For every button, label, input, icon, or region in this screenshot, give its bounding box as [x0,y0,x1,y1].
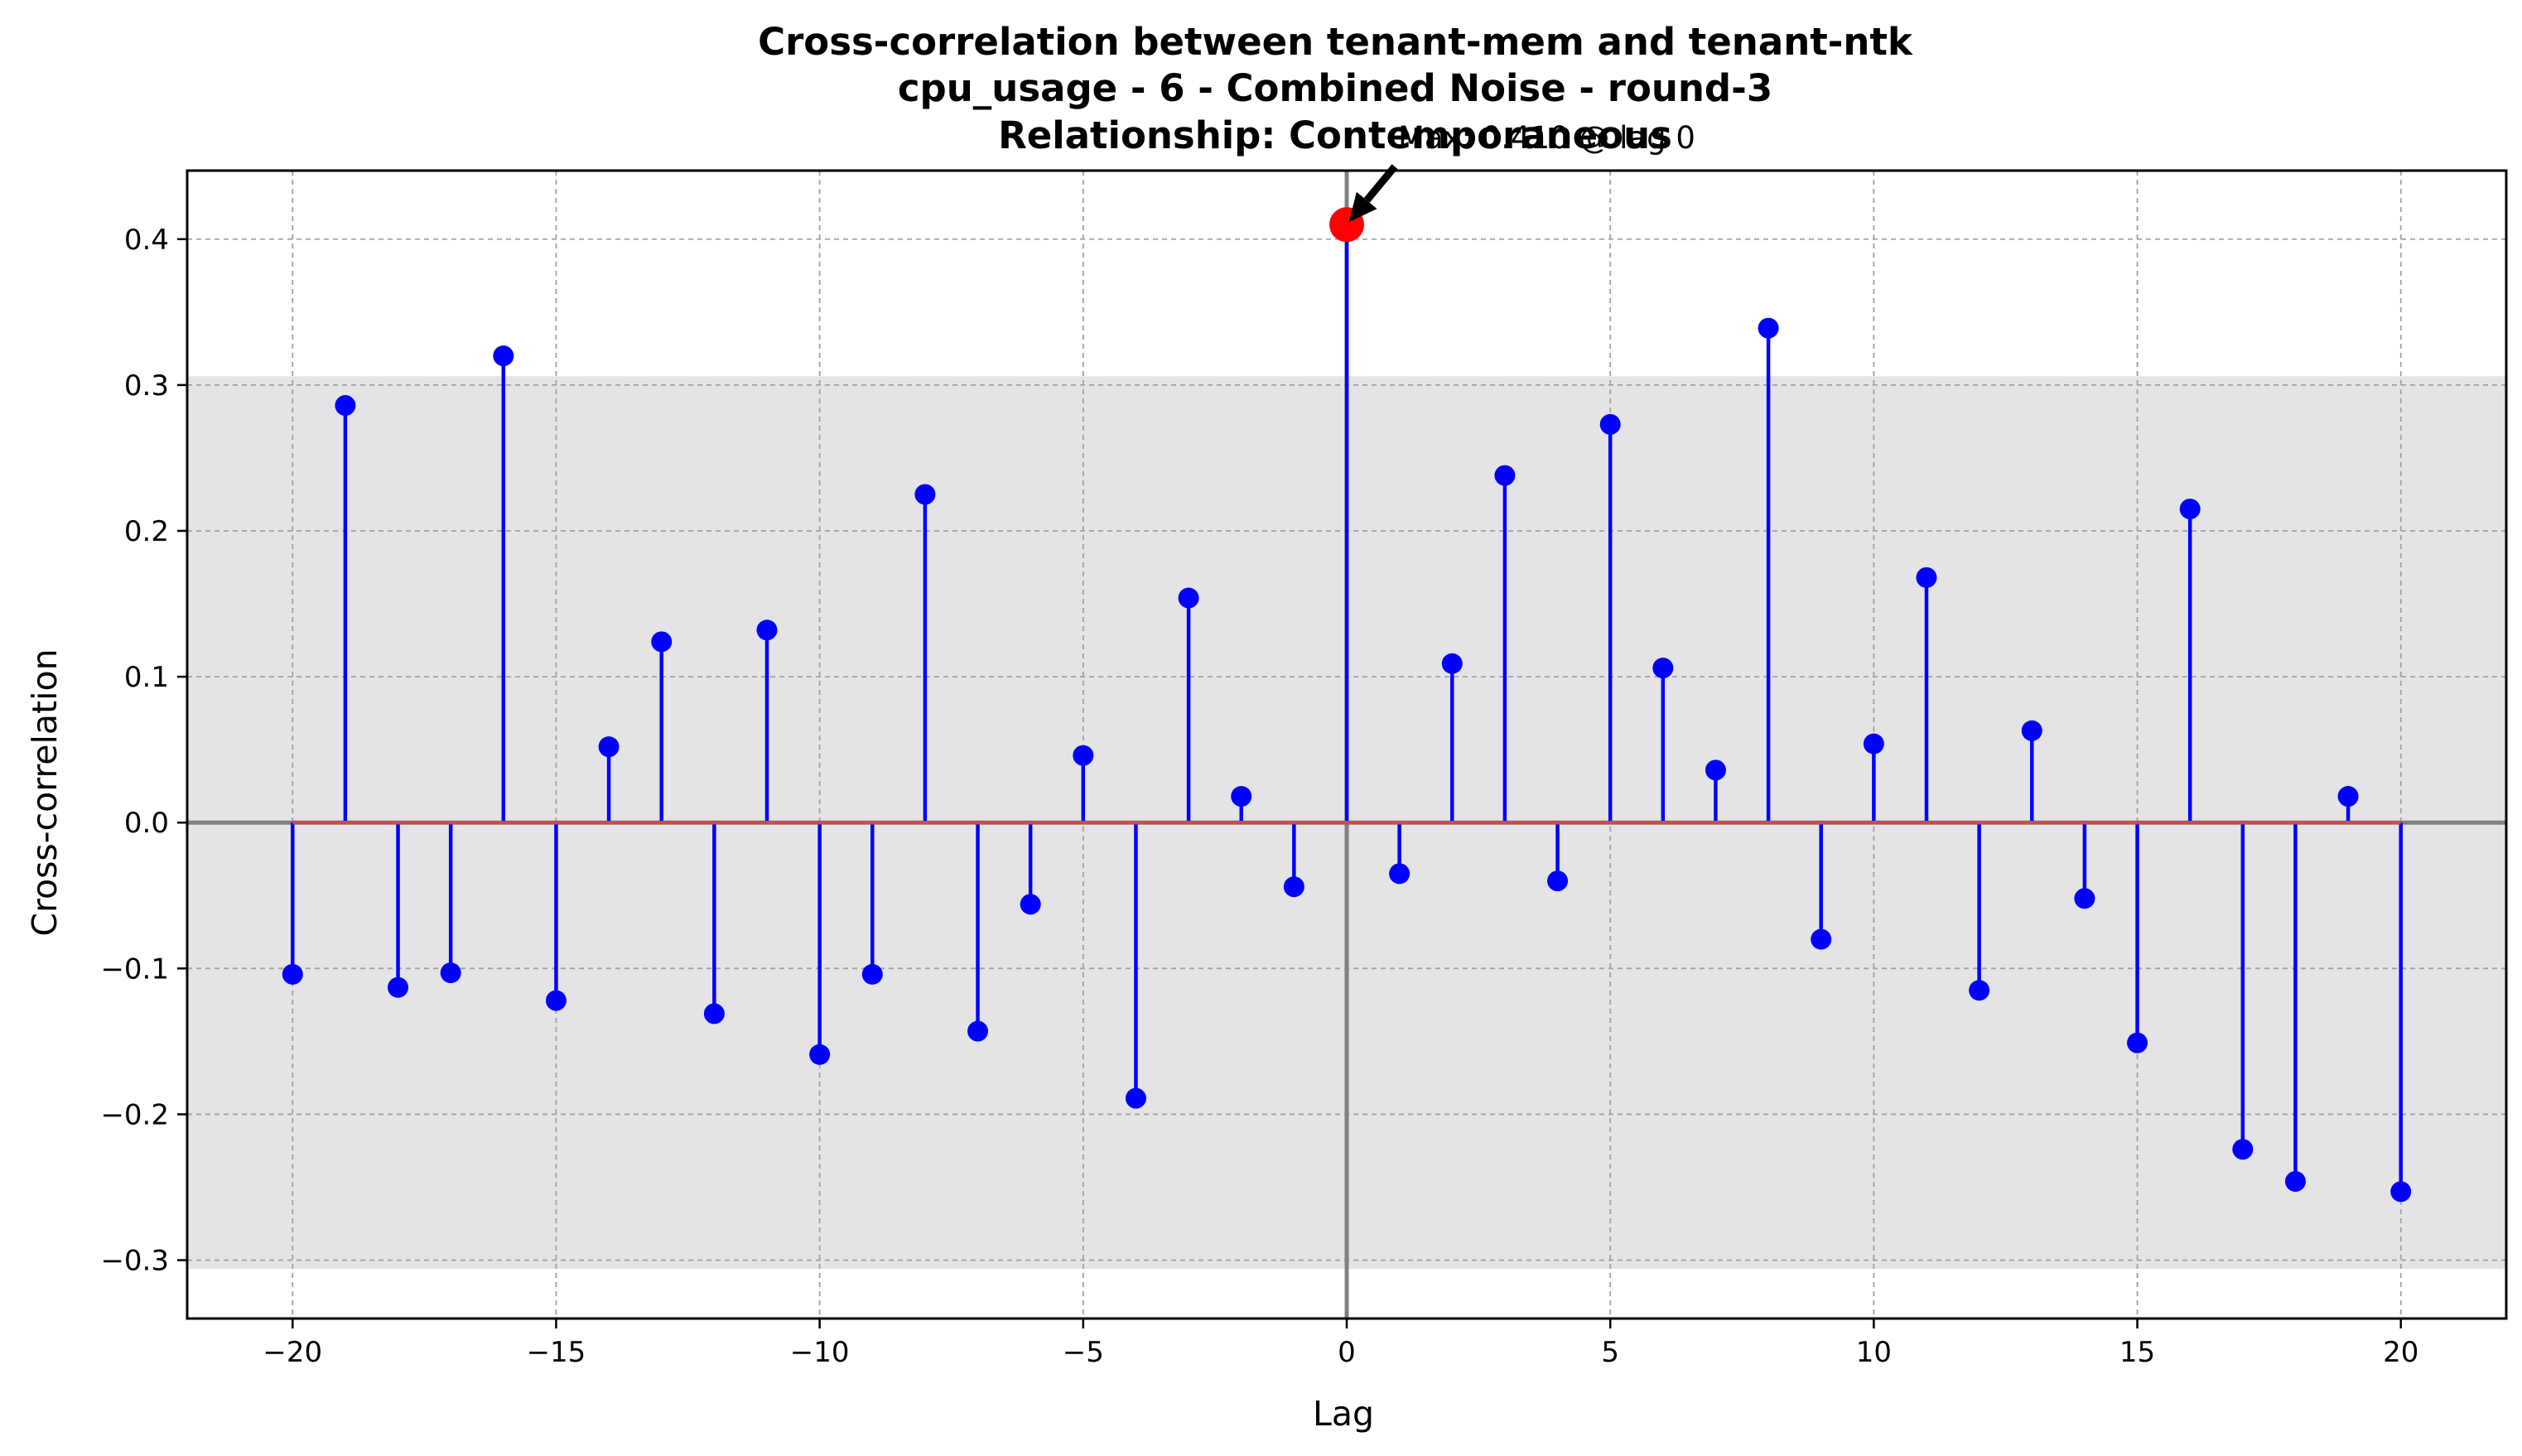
stem-marker [2179,499,2201,520]
x-tick-label: −5 [1063,1336,1104,1369]
stem-marker [598,736,620,758]
stem-marker [1916,566,1937,588]
max-annotation: Max: 0.410 @ lag 0 [1398,120,1695,156]
stem-marker [493,345,514,367]
stem-marker [2390,1181,2412,1203]
x-axis-label: Lag [1313,1394,1374,1434]
stem-marker [1969,980,1990,1001]
stem-marker [1652,658,1674,679]
stem-marker [1125,1087,1146,1109]
plot-area: Max: 0.410 @ lag 0 −20 −15 −10 −5 0 5 10 15 20 −0.… [100,120,2508,1369]
title-line-3: Relationship: Contemporaneous [998,113,1672,157]
y-tick-label: 0.1 [124,661,169,694]
stem-marker [914,484,936,505]
chart-title: Cross-correlation between tenant-mem and… [758,20,1913,157]
x-tick-label: 0 [1338,1336,1356,1369]
stem-marker [756,620,778,641]
stem-marker [1547,870,1569,892]
x-tick-label: −10 [790,1336,850,1369]
y-tick-label: −0.1 [100,952,169,986]
annotation-arrow-head [1348,191,1377,223]
stem-marker [1231,786,1252,808]
stem-marker [388,976,409,998]
stem-marker [2284,1170,2306,1192]
x-tick-label: −15 [527,1336,586,1369]
y-tick-label: 0.4 [124,224,169,257]
stem-marker [1178,587,1199,609]
y-tick-label: 0.0 [124,807,169,840]
stem-marker [1020,894,1041,915]
title-line-2: cpu_usage - 6 - Combined Noise - round-3 [898,66,1772,110]
x-tick-label: 5 [1601,1336,1619,1369]
stem-marker [2074,888,2095,909]
stem-marker [545,990,567,1011]
stem-marker [2337,786,2359,808]
x-tick-label: 20 [2383,1336,2418,1369]
y-tick-label: 0.3 [124,369,169,403]
stem-marker [1863,733,1884,755]
stem-marker [2127,1032,2148,1053]
stem-marker [1705,759,1726,781]
stem-marker [1441,653,1463,674]
stem-marker [809,1044,831,1065]
y-tick-label: −0.3 [100,1245,169,1278]
stem-marker [861,963,883,985]
title-line-1: Cross-correlation between tenant-mem and… [758,20,1913,64]
stem-marker [1389,863,1410,885]
stem-marker [2021,720,2042,741]
stem-marker [967,1020,989,1042]
y-axis-label: Cross-correlation [25,648,65,936]
stem-marker [1073,745,1094,766]
annotation-arrow-shaft [1363,164,1398,203]
stem-marker [1811,928,1832,950]
stem-marker [1758,317,1779,339]
x-tick-label: 10 [1856,1336,1892,1369]
x-tick-label: −20 [263,1336,322,1369]
x-tick-label: 15 [2119,1336,2155,1369]
stem-marker [1599,413,1621,435]
stem-marker [651,631,673,653]
stem-marker [335,395,356,417]
stem-marker [440,962,461,984]
stem-marker [703,1003,725,1025]
stem-marker [1494,465,1516,486]
stem-marker [282,963,303,985]
y-tick-label: −0.2 [100,1098,169,1131]
stem-marker [2232,1139,2254,1160]
y-tick-label: 0.2 [124,515,169,548]
stem-marker [1283,876,1304,898]
